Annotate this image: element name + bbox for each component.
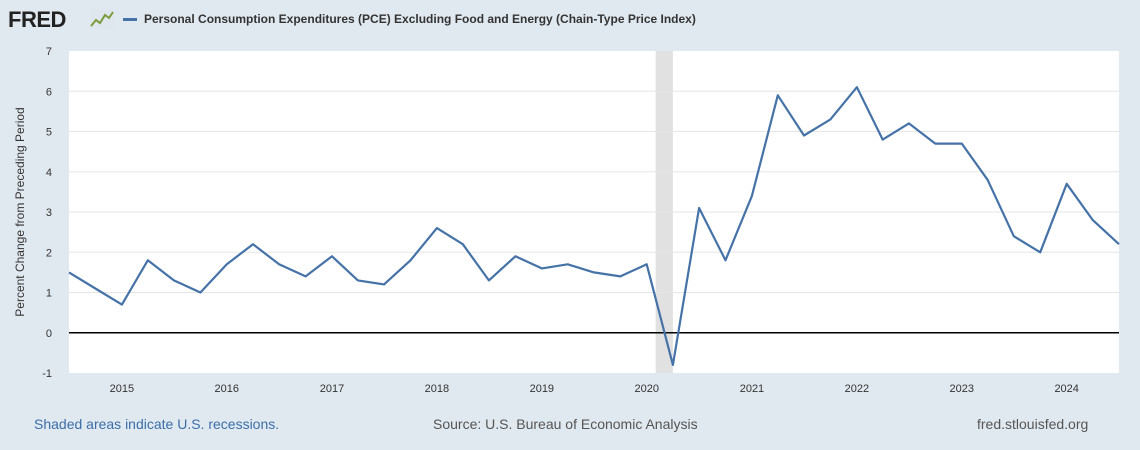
x-tick-label: 2023: [950, 383, 974, 395]
y-tick-label: 2: [46, 247, 52, 259]
y-tick-label: 3: [46, 207, 52, 219]
x-tick-label: 2016: [215, 383, 239, 395]
site-url[interactable]: fred.stlouisfed.org: [977, 416, 1089, 432]
x-tick-label: 2024: [1054, 383, 1078, 395]
chart-header: FRED Personal Consumption Expenditures (…: [0, 0, 1140, 40]
y-tick-label: 1: [46, 288, 52, 300]
x-tick-label: 2018: [425, 383, 449, 395]
y-tick-label: 6: [46, 86, 52, 98]
y-tick-label: 4: [46, 167, 52, 179]
fred-logo[interactable]: FRED: [8, 7, 66, 32]
series-lines: [68, 86, 1120, 366]
y-axis-ticks: -1 0 1 2 3 4 5 6 7: [42, 46, 52, 380]
y-tick-label: 7: [46, 46, 52, 58]
source-text: Source: U.S. Bureau of Economic Analysis: [433, 416, 698, 432]
recession-note-link[interactable]: Shaded areas indicate U.S. recessions.: [34, 416, 280, 432]
legend-swatch: [123, 18, 137, 21]
line-chart-icon: [90, 9, 114, 29]
x-tick-label: 2019: [530, 383, 554, 395]
x-tick-label: 2021: [740, 383, 764, 395]
y-tick-label: 0: [46, 328, 52, 340]
legend-series-label: Personal Consumption Expenditures (PCE) …: [144, 12, 696, 26]
x-tick-label: 2022: [845, 383, 869, 395]
x-axis-ticks: 2015 2016 2017 2018 2019 2020 2021 2022 2023 2024: [110, 383, 1079, 395]
y-axis-label: Percent Change from Preceding Period: [13, 107, 27, 316]
x-tick-label: 2020: [635, 383, 659, 395]
x-tick-label: 2017: [320, 383, 344, 395]
y-tick-label: 5: [46, 127, 52, 139]
x-tick-label: 2015: [110, 383, 134, 395]
y-tick-label: -1: [42, 368, 52, 380]
chart-footer: Shaded areas indicate U.S. recessions. S…: [0, 416, 1140, 436]
